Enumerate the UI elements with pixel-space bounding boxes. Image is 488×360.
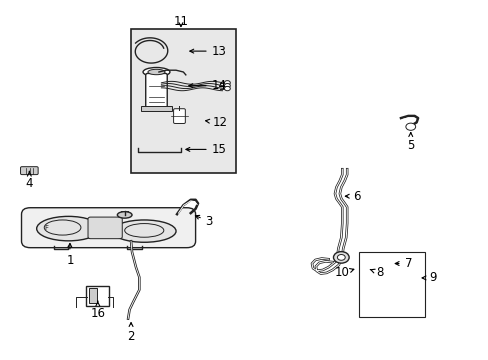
FancyBboxPatch shape	[89, 288, 97, 303]
FancyBboxPatch shape	[20, 167, 38, 175]
Text: 7: 7	[394, 257, 411, 270]
Text: 3: 3	[195, 215, 213, 228]
Bar	[131, 29, 236, 173]
Ellipse shape	[37, 216, 100, 241]
Circle shape	[405, 123, 415, 130]
FancyBboxPatch shape	[141, 106, 172, 111]
Text: 13: 13	[189, 45, 226, 58]
Ellipse shape	[117, 212, 132, 218]
Text: 16: 16	[90, 301, 105, 320]
Text: 8: 8	[369, 266, 383, 279]
Text: 10: 10	[334, 266, 353, 279]
Text: 5: 5	[406, 132, 414, 152]
FancyBboxPatch shape	[88, 217, 122, 239]
Circle shape	[224, 81, 230, 85]
FancyBboxPatch shape	[145, 73, 167, 109]
Bar	[359, 252, 425, 317]
Circle shape	[224, 86, 230, 91]
Text: 1: 1	[66, 243, 74, 267]
FancyBboxPatch shape	[86, 286, 108, 306]
Text: 6: 6	[345, 190, 360, 203]
FancyBboxPatch shape	[173, 109, 185, 123]
Text: 9: 9	[421, 271, 436, 284]
Text: 4: 4	[25, 171, 33, 190]
Text: 11: 11	[173, 15, 188, 28]
Circle shape	[224, 84, 230, 88]
Circle shape	[333, 252, 348, 263]
FancyBboxPatch shape	[21, 208, 195, 248]
Ellipse shape	[112, 220, 176, 242]
Ellipse shape	[147, 69, 165, 75]
Text: 2: 2	[127, 323, 135, 343]
Ellipse shape	[143, 68, 170, 77]
Text: 12: 12	[205, 116, 227, 129]
Text: 14: 14	[188, 79, 226, 92]
Circle shape	[337, 255, 345, 260]
Text: F: F	[44, 225, 48, 230]
Text: 15: 15	[185, 143, 226, 156]
